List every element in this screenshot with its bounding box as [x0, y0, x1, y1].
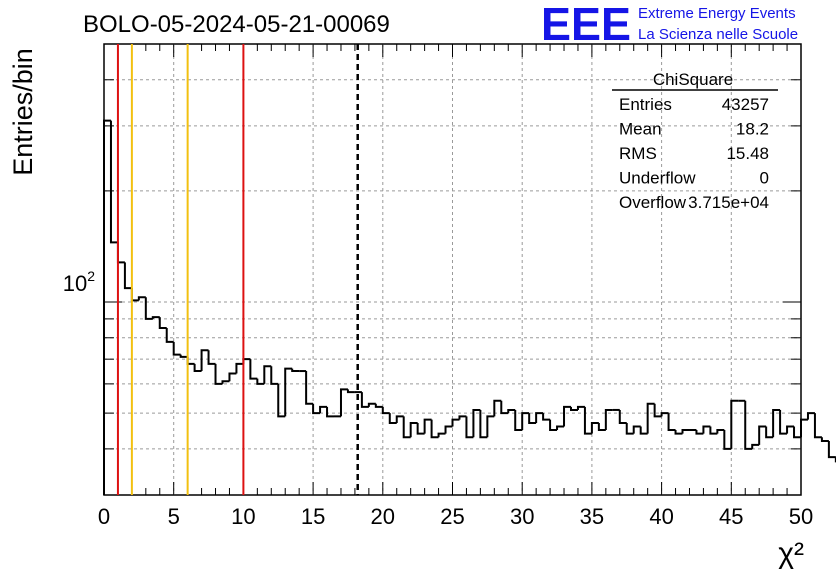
x-tick-label: 35 — [580, 504, 604, 529]
y-tick-base: 10 — [63, 271, 87, 296]
y-tick-label: 102 — [63, 268, 95, 296]
x-tick-label: 40 — [649, 504, 673, 529]
x-tick-label: 10 — [231, 504, 255, 529]
x-tick-label: 45 — [719, 504, 743, 529]
x-tick-label: 25 — [440, 504, 464, 529]
stats-box-name: ChiSquare — [653, 70, 733, 89]
x-tick-label: 5 — [168, 504, 180, 529]
x-axis-label: χ² — [778, 537, 804, 570]
stats-label: Entries — [619, 95, 672, 114]
stats-value: 18.2 — [736, 120, 769, 139]
eee-logo: EEE Extreme Energy Events La Scienza nel… — [541, 0, 798, 50]
logo-line-1: Extreme Energy Events — [638, 5, 796, 22]
stats-label: RMS — [619, 144, 657, 163]
x-tick-label: 15 — [301, 504, 325, 529]
stats-value: 15.48 — [726, 144, 769, 163]
stats-value: 43257 — [722, 95, 769, 114]
histogram-bin — [801, 420, 808, 438]
x-tick-labels: 0 5 10 15 20 25 30 35 40 45 50 — [98, 504, 813, 529]
x-tick-label: 50 — [789, 504, 813, 529]
stats-value: 0 — [760, 169, 769, 188]
stats-label: Mean — [619, 120, 662, 139]
x-tick-label: 20 — [371, 504, 395, 529]
y-tick-exponent: 2 — [87, 268, 95, 284]
stats-value: 3.715e+04 — [688, 193, 769, 212]
logo-mark: EEE — [541, 0, 631, 50]
stats-label: Overflow — [619, 193, 687, 212]
x-tick-label: 0 — [98, 504, 110, 529]
histogram-bin — [808, 413, 815, 420]
histogram-bin — [815, 413, 822, 437]
chart-title: BOLO-05-2024-05-21-00069 — [83, 11, 390, 38]
x-tick-label: 30 — [510, 504, 534, 529]
stats-label: Underflow — [619, 169, 696, 188]
logo-line-2: La Scienza nelle Scuole — [638, 26, 798, 43]
y-axis-label: Entries/bin — [8, 48, 38, 176]
histogram-bin — [829, 441, 836, 457]
histogram-bin — [822, 437, 829, 441]
